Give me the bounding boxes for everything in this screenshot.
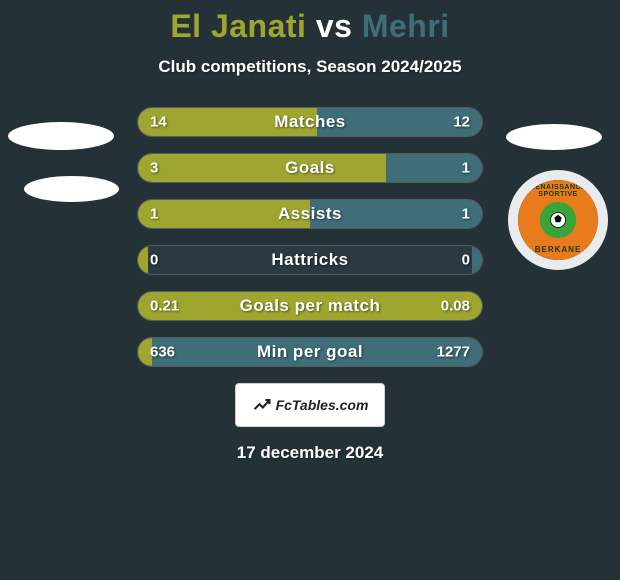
soccer-ball-icon: [549, 211, 567, 229]
vs-text: vs: [316, 8, 353, 44]
placeholder-ellipse-left-top: [8, 122, 114, 150]
stat-label: Goals per match: [138, 296, 482, 316]
placeholder-ellipse-left-bottom: [24, 176, 119, 202]
player2-name: Mehri: [362, 8, 450, 44]
player1-name: El Janati: [170, 8, 306, 44]
club-badge-inner: RENAISSANCE SPORTIVE BERKANE: [518, 180, 598, 260]
badge-text-top: RENAISSANCE SPORTIVE: [518, 184, 598, 198]
stat-row: 31Goals: [137, 153, 483, 183]
stat-row: 1412Matches: [137, 107, 483, 137]
footer-site-label: FcTables.com: [276, 397, 369, 413]
badge-text-bottom: BERKANE: [518, 245, 598, 254]
stat-label: Hattricks: [138, 250, 482, 270]
stat-label: Min per goal: [138, 342, 482, 362]
stat-label: Assists: [138, 204, 482, 224]
stat-row: 6361277Min per goal: [137, 337, 483, 367]
infographic-container: El Janati vs Mehri Club competitions, Se…: [0, 0, 620, 580]
placeholder-ellipse-right: [506, 124, 602, 150]
stat-label: Goals: [138, 158, 482, 178]
stat-row: 0.210.08Goals per match: [137, 291, 483, 321]
club-badge: RENAISSANCE SPORTIVE BERKANE: [508, 170, 608, 270]
date-text: 17 december 2024: [0, 443, 620, 463]
stat-label: Matches: [138, 112, 482, 132]
stat-row: 11Assists: [137, 199, 483, 229]
page-title: El Janati vs Mehri: [0, 8, 620, 45]
footer-site-badge: FcTables.com: [235, 383, 385, 427]
stat-row: 00Hattricks: [137, 245, 483, 275]
chart-icon: [252, 395, 272, 415]
stats-panel: 1412Matches 31Goals 11Assists 00Hattricks 0.…: [137, 107, 483, 367]
subtitle: Club competitions, Season 2024/2025: [0, 57, 620, 77]
